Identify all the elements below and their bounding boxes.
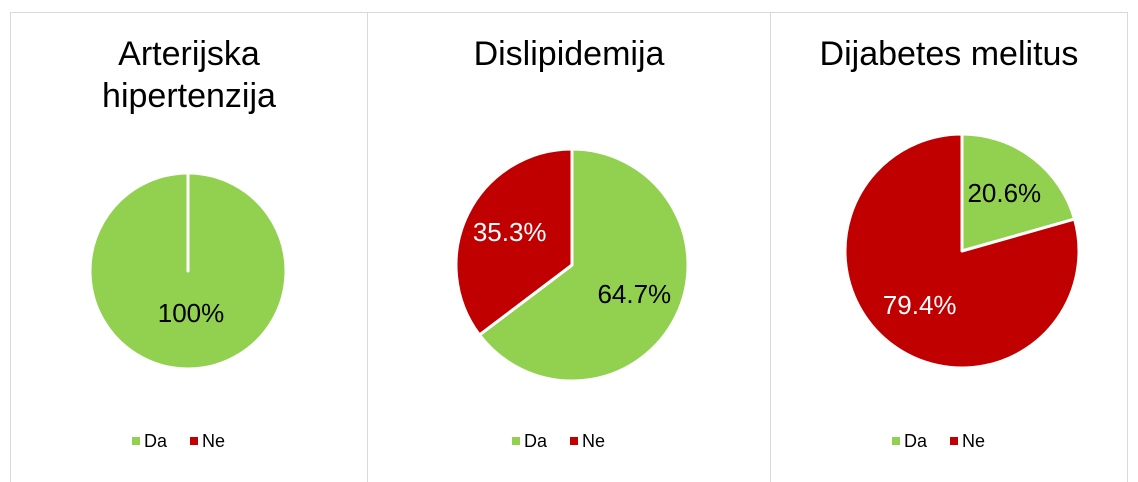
- legend-label: Ne: [962, 431, 985, 451]
- legend-marker: [950, 437, 958, 445]
- chart-panel: Dijabetes melitus 20.6% 79.4% Da Ne: [770, 12, 1128, 482]
- legend-marker: [570, 437, 578, 445]
- legend-label: Ne: [582, 431, 605, 451]
- legend-label: Da: [904, 431, 928, 451]
- legend-label: Da: [144, 431, 168, 451]
- pie-slice: [960, 132, 1077, 253]
- chart: 100% Da Ne: [88, 171, 288, 451]
- data-label: 64.7%: [597, 279, 671, 309]
- legend-marker: [190, 437, 198, 445]
- data-label: 79.4%: [883, 290, 957, 320]
- page: Arterijska hipertenzija 100% Da Ne Dislipide…: [10, 12, 1128, 482]
- legend-marker: [892, 437, 900, 445]
- legend-label: Ne: [202, 431, 225, 451]
- chart-title: Arterijska hipertenzija: [102, 35, 276, 115]
- data-label: 20.6%: [967, 178, 1041, 208]
- chart: 64.7% 35.3% Da Ne: [454, 147, 690, 451]
- pie-slice: [454, 147, 574, 337]
- legend-marker: [512, 437, 520, 445]
- legend-label: Da: [524, 431, 548, 451]
- data-label: 35.3%: [473, 217, 547, 247]
- pie-slice: [843, 132, 1081, 370]
- chart-panel: Dislipidemija 64.7% 35.3% Da Ne: [367, 12, 771, 482]
- pie-slice: [477, 147, 690, 383]
- chart-panel: Arterijska hipertenzija 100% Da Ne: [10, 12, 368, 482]
- chart-title: Dislipidemija: [473, 35, 665, 73]
- chart: 20.6% 79.4% Da Ne: [843, 132, 1081, 451]
- chart-title: Dijabetes melitus: [819, 35, 1079, 73]
- legend-marker: [132, 437, 140, 445]
- data-label: 100%: [158, 298, 225, 328]
